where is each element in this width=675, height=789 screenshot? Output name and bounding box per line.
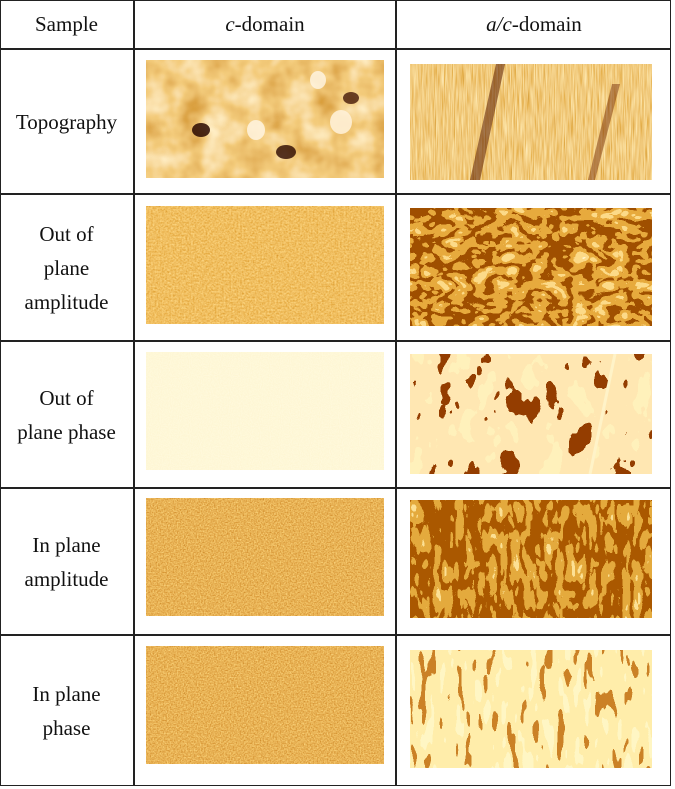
header-ac-italic: a/c <box>486 11 512 36</box>
header-sample-text: Sample <box>35 11 98 36</box>
header-ac-domain: a/c -domain <box>397 0 671 48</box>
header-c-italic: c <box>225 11 235 36</box>
topography-c-domain-image <box>146 60 384 178</box>
ip-phase-c-domain-image <box>146 646 384 764</box>
row-label-oop-amplitude: Out of plane amplitude <box>24 221 109 314</box>
ip-phase-ac-domain-image <box>410 650 652 768</box>
oop-phase-c-domain-image <box>146 352 384 470</box>
ip-amplitude-ac-domain-image <box>410 500 652 618</box>
row-divider <box>0 634 671 636</box>
column-divider <box>133 0 135 786</box>
header-divider <box>0 48 671 50</box>
column-divider <box>395 0 397 786</box>
row-divider <box>0 193 671 195</box>
header-c-rest: -domain <box>234 11 305 36</box>
row-label-ip-amplitude: In plane amplitude <box>24 532 109 591</box>
row-label-topography: Topography <box>15 109 118 134</box>
row-divider <box>0 487 671 489</box>
ip-amplitude-c-domain-image <box>146 498 384 616</box>
row-divider <box>0 340 671 342</box>
row-label-ip-phase: In plane phase <box>32 682 101 740</box>
header-c-domain: c -domain <box>135 0 395 48</box>
oop-amplitude-c-domain-image <box>146 206 384 324</box>
row-label-oop-phase: Out of plane phase <box>17 385 116 444</box>
oop-amplitude-ac-domain-image <box>410 208 652 326</box>
header-sample: Sample <box>0 0 133 48</box>
topography-ac-domain-image <box>410 64 652 180</box>
oop-phase-ac-domain-image <box>410 354 652 474</box>
header-ac-rest: -domain <box>511 11 582 36</box>
